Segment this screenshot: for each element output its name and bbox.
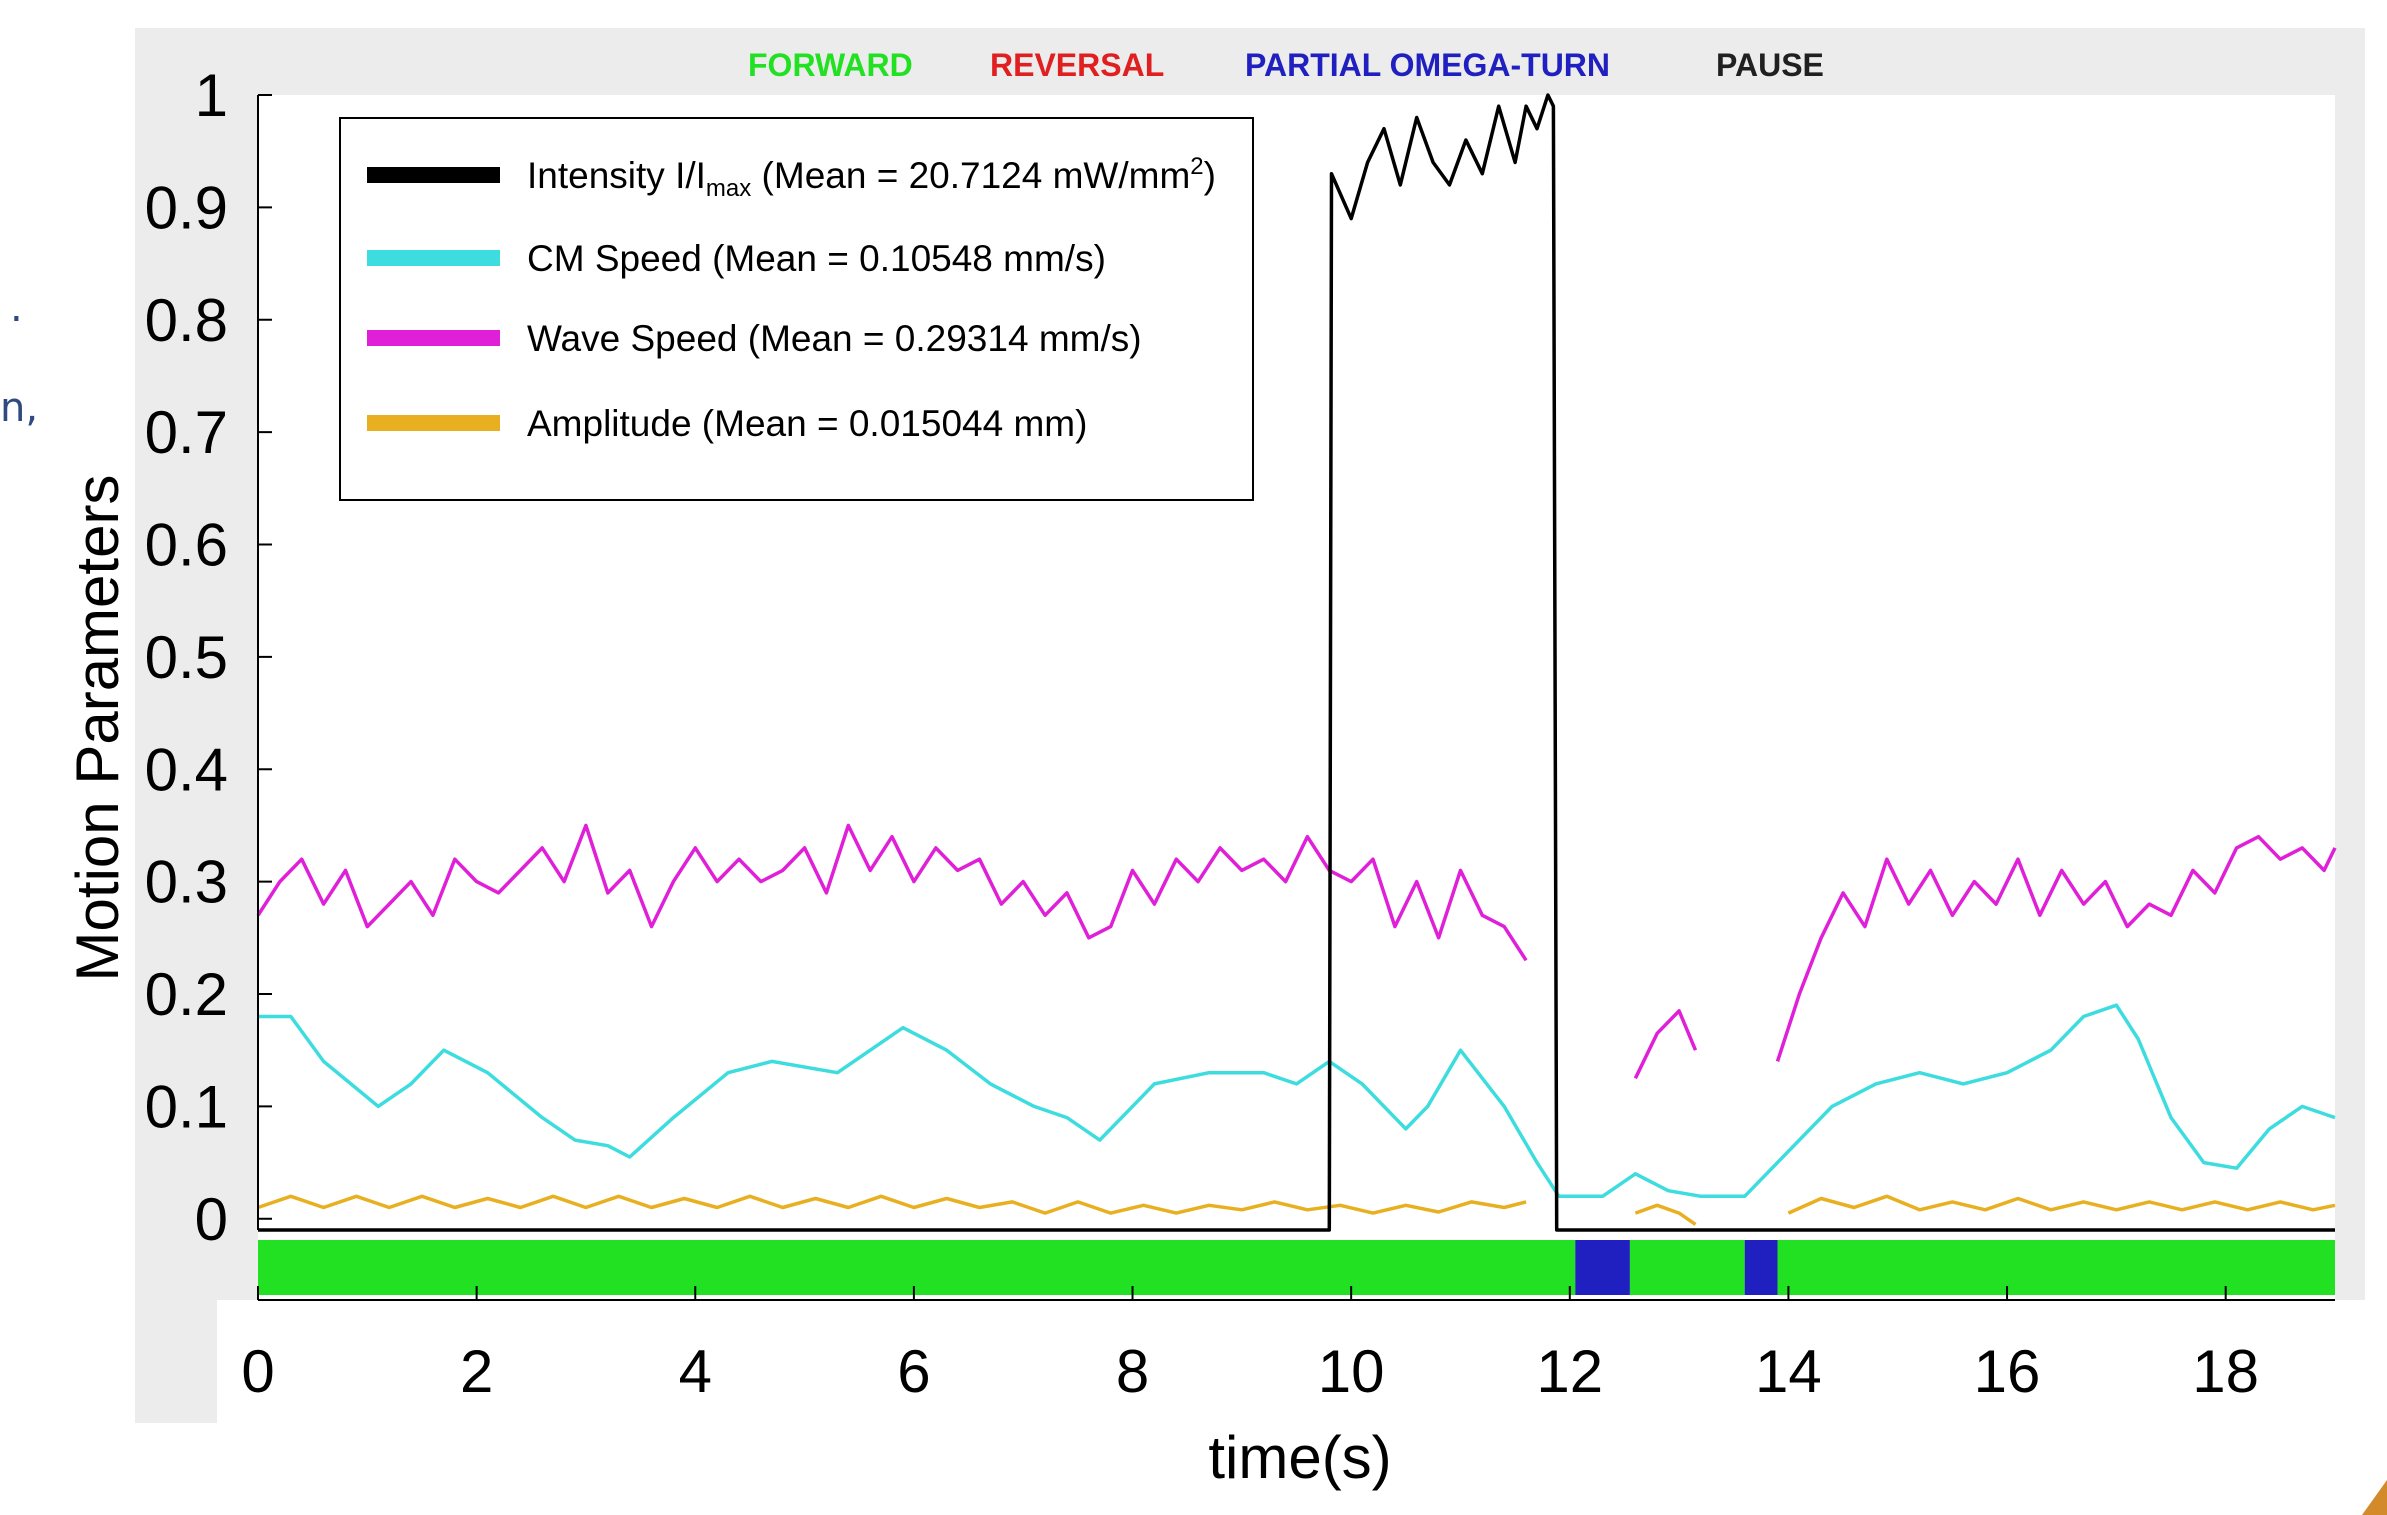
side-fragment-2: n,	[0, 385, 39, 431]
y-axis-title: Motion Parameters	[64, 475, 131, 982]
y-tick-label: 0.4	[145, 736, 228, 803]
state-interval	[258, 1240, 1576, 1295]
legend-entry: Intensity I/Imax (Mean = 20.7124 mW/mm2)	[527, 153, 1216, 202]
x-tick-label: 12	[1536, 1338, 1603, 1405]
behavior-state-bar	[258, 1240, 2335, 1295]
state-interval	[1744, 1240, 1778, 1295]
x-tick-label: 16	[1974, 1338, 2041, 1405]
series-line	[257, 1194, 1527, 1215]
legend: Intensity I/Imax (Mean = 20.7124 mW/mm2)…	[339, 117, 1254, 501]
y-tick-label: 0.1	[145, 1073, 228, 1140]
x-tick-label: 8	[1116, 1338, 1149, 1405]
state-label: PARTIAL OMEGA-TURN	[1245, 47, 1610, 83]
series-line	[1787, 1194, 2336, 1215]
y-tick-label: 0.5	[145, 624, 228, 691]
y-tick-label: 0.8	[145, 287, 228, 354]
state-interval	[1575, 1240, 1630, 1295]
x-tick-label: 2	[460, 1338, 493, 1405]
y-tick-label: 0.3	[145, 849, 228, 916]
x-tick-label: 4	[679, 1338, 712, 1405]
y-tick-label: 0	[195, 1186, 228, 1253]
x-tick-label: 6	[897, 1338, 930, 1405]
x-axis: 0 2 4 6 8 10 12 14 16 18	[241, 1286, 2335, 1405]
x-tick-label: 18	[2192, 1338, 2259, 1405]
y-tick-label: 1	[195, 62, 228, 129]
y-tick-label: 0.7	[145, 399, 228, 466]
y-tick-label: 0.9	[145, 174, 228, 241]
state-label: FORWARD	[748, 47, 913, 83]
corner-decoration	[2362, 1480, 2387, 1515]
y-tick-label: 0.2	[145, 961, 228, 1028]
state-label: REVERSAL	[990, 47, 1164, 83]
series-layer	[256, 93, 2337, 1232]
legend-entry: Amplitude (Mean = 0.015044 mm)	[527, 403, 1087, 444]
x-tick-label: 0	[241, 1338, 274, 1405]
x-tick-label: 14	[1755, 1338, 1822, 1405]
series-line	[1633, 1009, 1698, 1080]
state-labels: FORWARD REVERSAL PARTIAL OMEGA-TURN PAUSE	[748, 47, 1824, 83]
y-tick-label: 0.6	[145, 512, 228, 579]
legend-entry: Wave Speed (Mean = 0.29314 mm/s)	[527, 318, 1142, 359]
series-line	[256, 823, 1528, 962]
state-interval	[1629, 1240, 1745, 1295]
series-line	[258, 1003, 2336, 1199]
side-fragment-1: .	[10, 285, 23, 331]
series-line	[1775, 834, 2337, 1062]
series-line	[1634, 1203, 1697, 1226]
legend-entry: CM Speed (Mean = 0.10548 mm/s)	[527, 238, 1106, 279]
series-line	[258, 93, 2335, 1232]
x-tick-label: 10	[1318, 1338, 1385, 1405]
xaxis-background	[217, 1300, 2387, 1515]
state-label: PAUSE	[1716, 47, 1824, 83]
state-interval	[1777, 1240, 2335, 1295]
x-axis-title: time(s)	[1208, 1424, 1391, 1491]
y-axis: 0 0.1 0.2 0.3 0.4 0.5 0.6 0.7 0.8 0.9 1	[145, 62, 272, 1253]
